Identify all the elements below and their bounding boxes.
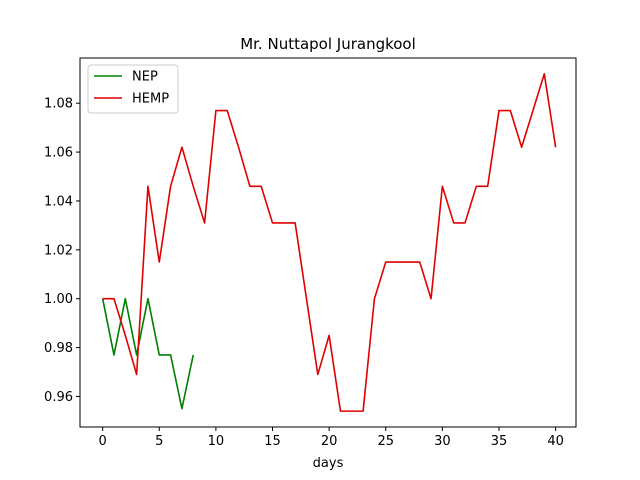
x-axis: 0 5 10 15 20 25 30 35 40 (99, 427, 564, 449)
x-tick-label: 20 (321, 434, 338, 449)
chart-title: Mr. Nuttapol Jurangkool (240, 35, 416, 53)
y-tick-label: 1.04 (44, 194, 73, 209)
x-tick-label: 5 (155, 434, 163, 449)
series-line-hemp (102, 73, 557, 412)
x-tick-label: 40 (547, 434, 564, 449)
series-line-nep (101, 297, 195, 410)
x-tick-label: 0 (99, 434, 107, 449)
legend-label-nep: NEP (132, 70, 158, 85)
y-tick-label: 1.08 (44, 97, 73, 112)
x-tick-label: 25 (377, 434, 394, 449)
y-tick-label: 1.02 (44, 243, 73, 258)
plot-frame (79, 57, 577, 428)
y-tick-label: 0.98 (44, 341, 73, 356)
y-axis: 0.96 0.98 1.00 1.02 1.04 1.06 1.08 (44, 97, 80, 405)
legend-box (87, 64, 179, 114)
legend-label-hemp: HEMP (132, 92, 169, 107)
y-tick-label: 1.00 (44, 292, 73, 307)
y-tick-label: 1.06 (44, 146, 73, 161)
x-tick-label: 10 (208, 434, 225, 449)
x-tick-label: 15 (264, 434, 281, 449)
plot-lines (101, 73, 557, 412)
x-tick-label: 35 (491, 434, 508, 449)
x-axis-title: days (313, 456, 344, 471)
y-tick-label: 0.96 (44, 390, 73, 405)
x-tick-label: 30 (434, 434, 451, 449)
legend: NEP HEMP (87, 64, 179, 114)
